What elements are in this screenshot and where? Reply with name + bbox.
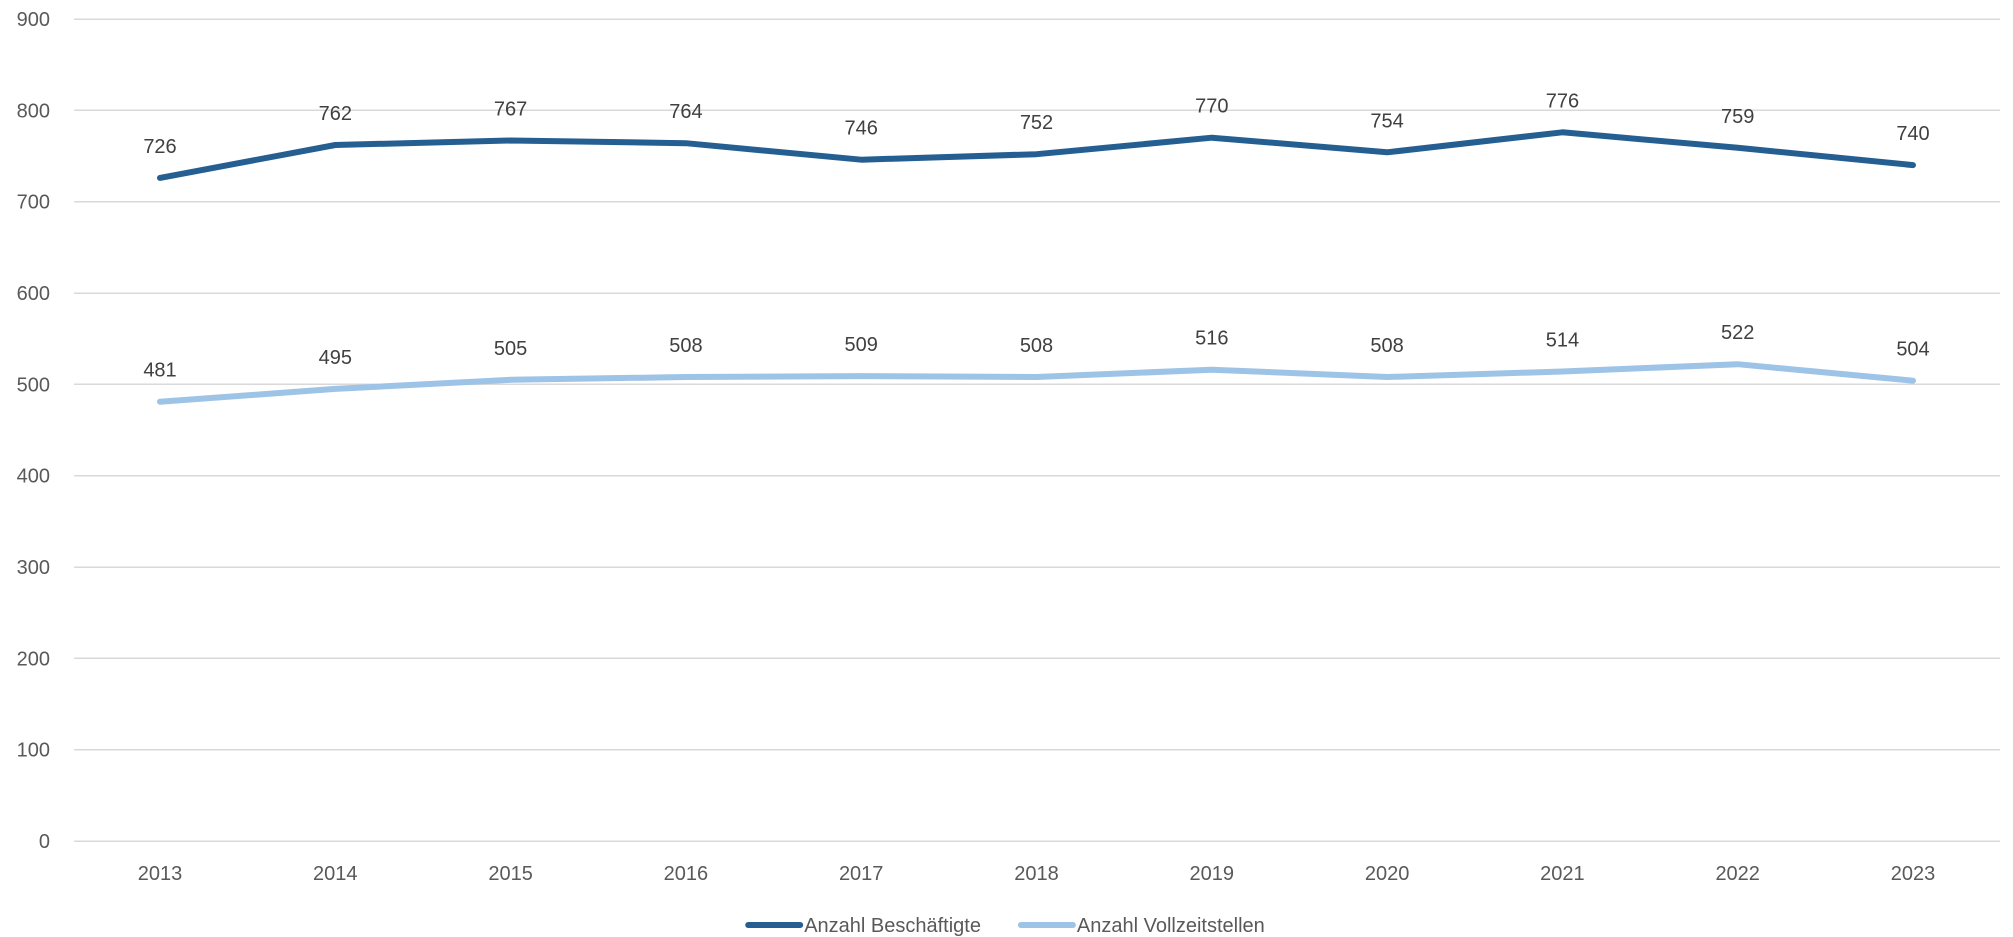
data-label: 514 [1546,330,1579,352]
data-label: 516 [1195,328,1228,350]
x-tick-label: 2022 [1715,863,1760,885]
data-label: 740 [1896,123,1929,145]
y-tick-label: 500 [17,374,50,396]
data-label: 508 [1020,335,1053,357]
series-lines [157,129,1916,405]
data-label: 764 [669,101,702,123]
data-label: 481 [143,360,176,382]
y-tick-label: 200 [17,648,50,670]
data-label: 776 [1546,90,1579,112]
x-tick-label: 2018 [1014,863,1059,885]
data-label: 508 [1370,335,1403,357]
x-tick-label: 2019 [1190,863,1235,885]
x-tick-label: 2021 [1540,863,1585,885]
legend-label: Anzahl Beschäftigte [804,915,981,937]
x-tick-label: 2015 [488,863,533,885]
legend-label: Anzahl Vollzeitstellen [1077,915,1265,937]
data-label: 746 [845,118,878,140]
series-line-2 [157,361,1916,405]
x-tick-label: 2017 [839,863,884,885]
data-label: 762 [319,103,352,125]
y-tick-label: 800 [17,100,50,122]
data-label: 504 [1896,339,1929,361]
y-tick-label: 900 [17,9,50,31]
y-tick-label: 700 [17,192,50,214]
y-axis-tick-labels: 0 100 200 300 400 500 600 700 800 900 [17,9,50,853]
data-label: 726 [143,136,176,158]
legend-item-2: Anzahl Vollzeitstellen [1017,915,1265,937]
data-label: 754 [1370,110,1403,132]
x-tick-label: 2014 [313,863,358,885]
x-tick-label: 2016 [664,863,709,885]
x-tick-label: 2023 [1891,863,1936,885]
legend-item-1: Anzahl Beschäftigte [745,915,981,937]
data-labels: 726 762 767 764 746 752 770 754 776 759 740 481 495 5… [143,90,1929,381]
legend: Anzahl Beschäftigte Anzahl Vollzeitstelle… [745,915,1265,937]
data-label: 767 [494,98,527,120]
series-line-1 [157,129,1916,181]
data-label: 508 [669,335,702,357]
x-tick-label: 2020 [1365,863,1410,885]
data-label: 752 [1020,112,1053,134]
data-label: 759 [1721,106,1754,128]
data-label: 495 [319,347,352,369]
y-tick-label: 600 [17,283,50,305]
x-axis-tick-labels: 2013 2014 2015 2016 2017 2018 2019 2020 2021 2022… [138,863,1936,885]
data-label: 505 [494,338,527,360]
data-label: 522 [1721,322,1754,344]
data-label: 770 [1195,96,1228,118]
y-tick-label: 300 [17,557,50,579]
y-tick-label: 400 [17,466,50,488]
x-tick-label: 2013 [138,863,183,885]
y-tick-label: 100 [17,740,50,762]
y-tick-label: 0 [39,831,50,853]
data-label: 509 [845,334,878,356]
